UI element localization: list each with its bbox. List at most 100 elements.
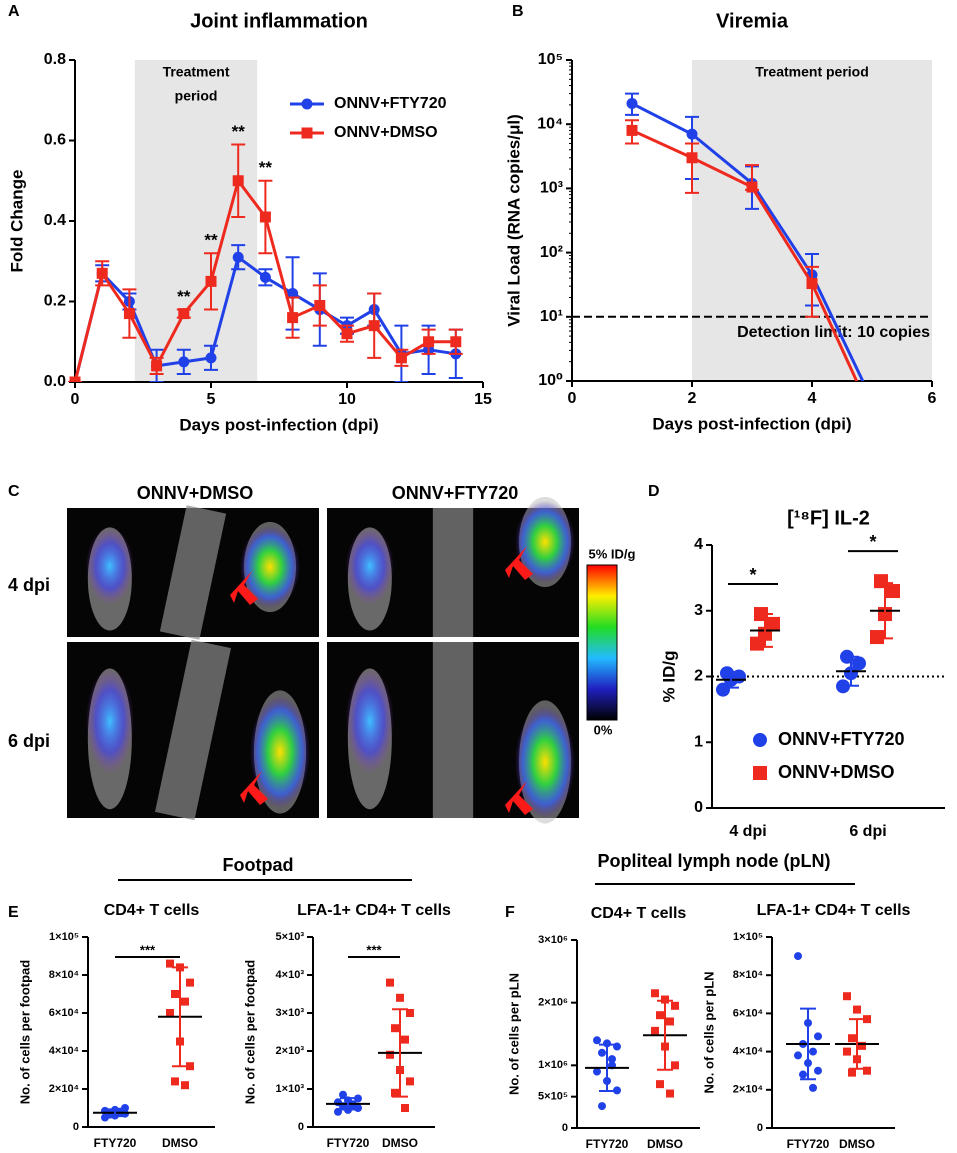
y-tick-label: 3×10³ (276, 1007, 305, 1019)
marker (123, 308, 135, 320)
panel-letter: C (8, 483, 20, 500)
marker (205, 275, 217, 287)
x-axis-label: Days post-infection (dpi) (179, 415, 378, 434)
annotation: ** (177, 287, 191, 306)
sd-bar (877, 582, 893, 640)
x-tick-label: 4 dpi (729, 823, 766, 840)
marker (593, 1067, 601, 1076)
x-axis-label: Days post-infection (dpi) (652, 414, 851, 433)
marker (171, 1077, 179, 1086)
column-title: ONNV+DMSO (137, 483, 254, 503)
sd-bar (723, 670, 739, 689)
uptake (85, 527, 134, 605)
marker (809, 1083, 817, 1092)
uptake (85, 668, 134, 774)
plot-area (68, 143, 463, 382)
y-tick-label: 2 (694, 668, 703, 685)
x-tick-label: 4 (808, 390, 817, 407)
marker (334, 1098, 342, 1107)
plot-area (625, 92, 878, 420)
y-tick-label: 6×10⁴ (733, 1007, 763, 1019)
chart-title: Viremia (716, 10, 789, 32)
x-tick-label: 0 (71, 391, 80, 408)
marker (287, 287, 299, 299)
marker (626, 98, 638, 110)
marker (232, 251, 244, 263)
y-tick-label: 4×10⁴ (49, 1045, 79, 1057)
chart-title: LFA-1+ CD4+ T cells (757, 902, 911, 919)
y-tick-label: 10⁰ (538, 372, 563, 389)
marker (656, 1011, 664, 1020)
marker (843, 992, 851, 1001)
y-tick-label: 0.2 (44, 293, 66, 310)
marker (863, 1015, 871, 1024)
marker (848, 1034, 856, 1043)
annotation: ** (204, 231, 218, 250)
sd-bar (657, 999, 673, 1071)
y-tick-label: 1×10⁶ (538, 1059, 568, 1071)
panel-letter: F (505, 904, 515, 921)
shaded-label: Treatment (163, 64, 230, 80)
uptake (515, 500, 575, 584)
marker (386, 1050, 394, 1059)
y-tick-label: 0 (298, 1121, 304, 1133)
colorbar (586, 564, 618, 721)
pet-image (327, 642, 579, 824)
marker (794, 952, 802, 961)
significance: *** (366, 942, 382, 957)
panel: LFA-1+ CD4+ T cells 0 1×10³ 2×10³ 3×10³ 4×10³… (242, 902, 451, 1150)
y-axis-label: % ID/g (659, 651, 678, 703)
uptake (345, 668, 394, 774)
marker (656, 1080, 664, 1089)
marker (341, 328, 353, 340)
marker (809, 1047, 817, 1056)
y-tick-label: 8×10⁴ (49, 969, 79, 981)
marker (598, 1102, 606, 1111)
x-tick-label: 15 (474, 391, 492, 408)
marker (368, 320, 380, 332)
row-label: 4 dpi (8, 575, 50, 595)
marker (806, 278, 818, 290)
y-tick-label: 5×10³ (276, 931, 305, 943)
significance: *** (140, 942, 156, 957)
x-tick-label: FTY720 (327, 1136, 370, 1150)
sd-bar (107, 1108, 123, 1118)
panel-letter: E (8, 904, 19, 921)
sd-bar (340, 1097, 356, 1111)
shaded-label: Treatment period (755, 64, 869, 80)
marker (151, 360, 163, 372)
marker (186, 1062, 194, 1071)
y-tick-label: 10² (540, 244, 563, 261)
marker (848, 1068, 856, 1077)
marker (799, 1070, 807, 1079)
x-tick-label: FTY720 (787, 1137, 830, 1151)
column-title: ONNV+FTY720 (392, 483, 519, 503)
legend-label: ONNV+DMSO (778, 762, 895, 782)
marker (661, 995, 669, 1004)
chart-title: LFA-1+ CD4+ T cells (297, 902, 451, 919)
x-tick-label: 10 (338, 391, 356, 408)
y-tick-label: 2×10³ (276, 1045, 305, 1057)
x-tick-label: 6 dpi (849, 823, 886, 840)
y-axis-label: No. of cells per pLN (701, 971, 716, 1093)
legend-label: ONNV+FTY720 (334, 95, 447, 112)
sd-bar (757, 613, 773, 648)
significance: * (869, 532, 876, 552)
marker (666, 1017, 674, 1026)
y-tick-label: 3×10⁶ (538, 934, 568, 946)
arrow (230, 571, 258, 605)
y-tick-label: 0 (694, 799, 703, 816)
sd-bar (849, 1018, 865, 1070)
x-tick-label: 6 (928, 390, 937, 407)
marker (867, 409, 878, 420)
panel-letter: B (512, 3, 524, 20)
legend-label: ONNV+FTY720 (778, 729, 905, 749)
marker (339, 1090, 347, 1099)
marker (870, 630, 884, 645)
marker (401, 1104, 409, 1112)
uptake (345, 527, 394, 605)
y-tick-label: 10¹ (540, 308, 563, 325)
marker (171, 990, 179, 998)
marker (686, 128, 698, 140)
marker (613, 1086, 621, 1095)
